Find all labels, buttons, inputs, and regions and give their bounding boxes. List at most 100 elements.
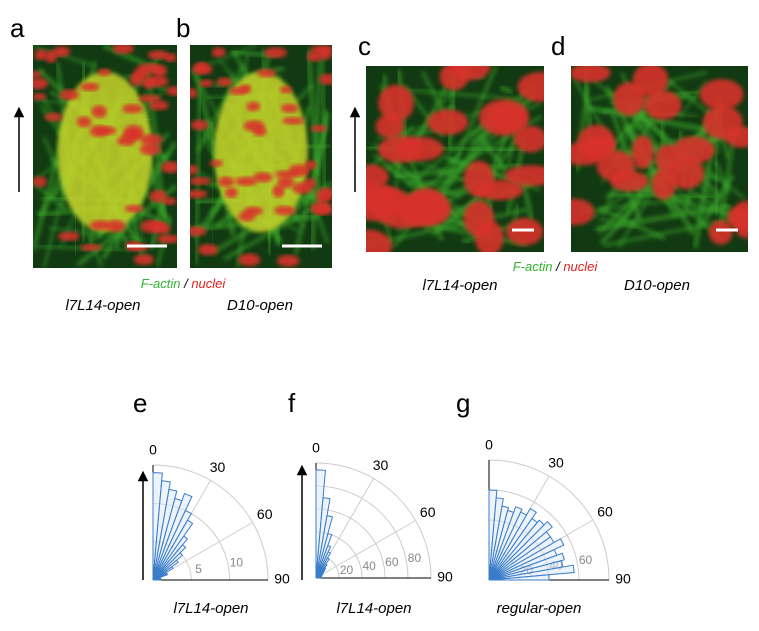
nucleus	[463, 160, 494, 197]
grid-arc	[315, 485, 409, 579]
theta-tick-label: 60	[597, 504, 613, 520]
nucleus	[211, 47, 226, 58]
nucleus	[216, 77, 233, 87]
nucleus	[218, 176, 235, 187]
outer-arc	[488, 459, 610, 581]
nucleus	[98, 126, 117, 135]
nucleus	[243, 206, 264, 216]
legend: F-actin / nuclei	[141, 276, 227, 291]
nucleus	[124, 125, 144, 139]
micrograph	[571, 66, 748, 252]
bar	[488, 552, 565, 581]
nucleus	[198, 243, 219, 256]
theta-tick-label: 0	[149, 442, 157, 458]
nucleus	[76, 116, 92, 128]
nucleus	[139, 143, 162, 156]
nucleus	[517, 71, 544, 102]
nucleus	[133, 254, 155, 265]
micrograph	[190, 45, 332, 268]
panel-letter: e	[133, 388, 147, 418]
nucleus	[57, 231, 80, 241]
panel-label: D10-open	[624, 277, 690, 294]
nucleus	[279, 86, 293, 94]
nucleus	[195, 61, 208, 73]
nucleus	[147, 50, 169, 60]
nucleus	[243, 120, 265, 132]
nucleus	[129, 73, 144, 86]
nucleus	[306, 51, 323, 62]
nucleus	[140, 133, 163, 146]
nucleus	[161, 161, 177, 174]
theta-tick-label: 0	[485, 437, 493, 453]
nucleus	[52, 46, 71, 57]
fiber	[499, 84, 514, 95]
nucleus	[288, 164, 311, 177]
nucleus	[303, 177, 317, 189]
nucleus	[190, 119, 209, 131]
nucleus	[97, 68, 111, 77]
chart-caption: regular-open	[497, 600, 582, 617]
nucleus	[246, 101, 261, 112]
nucleus	[257, 68, 277, 78]
nucleus	[224, 187, 238, 198]
outer-arc	[152, 464, 269, 581]
nucleus	[44, 112, 63, 122]
panel-letter: c	[358, 31, 371, 61]
nucleus	[280, 103, 299, 113]
fiber	[391, 224, 412, 249]
nucleus	[651, 168, 677, 200]
nucleus	[235, 176, 258, 186]
nucleus	[377, 135, 423, 163]
micrographs	[33, 45, 748, 268]
nucleus	[727, 206, 748, 229]
nucleus	[166, 85, 177, 96]
panel-letter: b	[176, 13, 190, 43]
nucleus	[463, 200, 495, 237]
fiber	[38, 169, 65, 218]
micrograph-content	[366, 66, 544, 252]
nucleus	[190, 164, 199, 176]
nucleus	[146, 75, 169, 87]
nucleus	[378, 84, 414, 122]
nucleus	[116, 136, 136, 146]
fiber	[206, 45, 257, 66]
theta-tick-label: 90	[274, 571, 290, 587]
r-tick-label: 20	[340, 563, 354, 577]
nucleus	[190, 226, 207, 237]
nucleus	[672, 136, 715, 164]
legend-sep: /	[555, 259, 561, 274]
nucleus	[427, 109, 469, 135]
fiber	[319, 47, 328, 194]
nucleus	[253, 172, 273, 183]
nucleus	[571, 198, 595, 226]
micrograph	[33, 45, 177, 268]
legend-factin: F-actin	[141, 276, 181, 291]
panel-letter: g	[456, 388, 470, 418]
nucleus	[366, 164, 389, 190]
theta-tick-label: 90	[437, 569, 453, 585]
nucleus	[228, 87, 249, 95]
theta-tick-label: 30	[548, 455, 564, 471]
bar	[152, 578, 162, 581]
nucleus	[318, 47, 332, 60]
nucleus	[33, 176, 47, 188]
nucleus	[513, 125, 544, 153]
micrograph-content	[571, 66, 748, 252]
nucleus	[282, 117, 305, 125]
micrograph	[366, 66, 544, 252]
nucleus	[33, 70, 42, 79]
nucleus	[631, 135, 654, 169]
grid-arc	[488, 489, 580, 581]
nucleus	[91, 105, 107, 118]
nucleus	[699, 79, 744, 110]
nucleus	[90, 220, 111, 231]
theta-tick-label: 30	[373, 457, 389, 473]
nucleus	[190, 189, 208, 199]
nucleus	[708, 220, 733, 245]
nucleus	[668, 157, 705, 190]
legend: F-actin / nuclei	[513, 259, 599, 274]
fiber	[310, 57, 323, 250]
micrograph-content	[33, 45, 177, 268]
nucleus	[318, 73, 332, 85]
theta-tick-label: 60	[257, 506, 273, 522]
